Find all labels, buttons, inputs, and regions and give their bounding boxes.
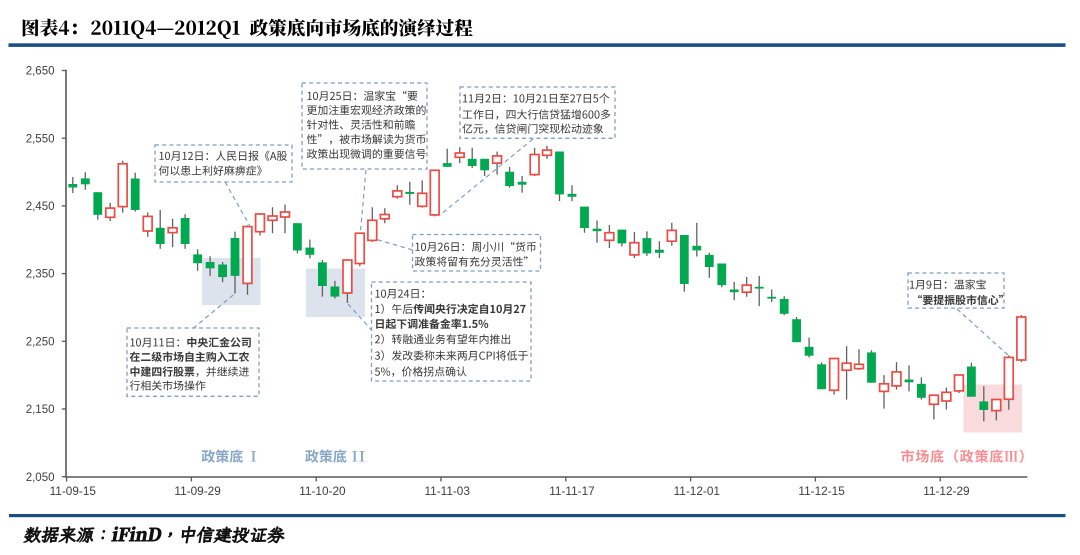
svg-text:11-12-01: 11-12-01 [674,484,720,498]
svg-text:11-12-29: 11-12-29 [923,484,969,498]
svg-text:11-09-15: 11-09-15 [50,484,97,498]
svg-text:11-10-20: 11-10-20 [299,484,346,498]
svg-text:2,550: 2,550 [26,133,55,145]
svg-text:11-09-29: 11-09-29 [174,484,220,498]
svg-text:11-12-15: 11-12-15 [798,484,845,498]
svg-text:2,050: 2,050 [26,472,55,484]
svg-text:11-11-03: 11-11-03 [424,484,470,498]
svg-text:2,350: 2,350 [26,269,55,281]
svg-text:11-11-17: 11-11-17 [549,484,594,498]
svg-text:2,650: 2,650 [26,66,55,78]
svg-text:2,250: 2,250 [26,336,55,348]
svg-text:2,450: 2,450 [26,201,55,213]
svg-text:2,150: 2,150 [26,404,55,416]
